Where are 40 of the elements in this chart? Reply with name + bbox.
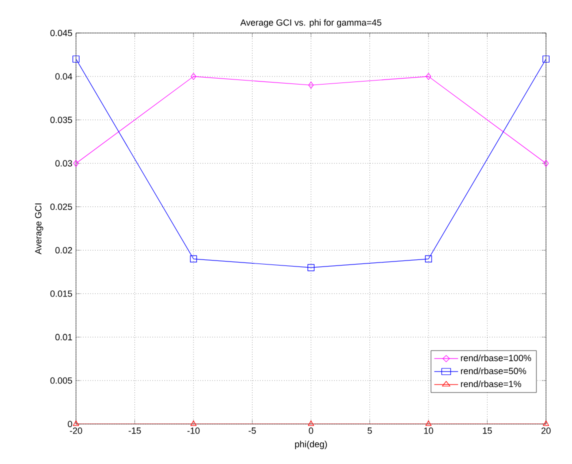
legend-label: rend/rbase=1% (460, 380, 522, 388)
point (190, 420, 197, 426)
x-tick-label: 10 (424, 428, 434, 434)
x-tick-label: -20 (70, 428, 82, 434)
y-tick-label: 0.03 (55, 160, 72, 167)
point (542, 420, 550, 426)
point (72, 56, 80, 63)
point (543, 160, 549, 167)
legend-label: rend/rbase=50% (460, 368, 526, 374)
y-tick-label: 0.01 (55, 334, 72, 340)
point (308, 82, 314, 89)
y-tick-label: 0.005 (50, 377, 72, 384)
x-tick-label: -15 (128, 428, 141, 434)
point (425, 255, 432, 262)
x-tick-label: 15 (482, 428, 492, 434)
x-tick-label: 20 (541, 428, 551, 434)
y-axis-title: Average GCI (35, 203, 44, 254)
x-tick-label: -10 (187, 428, 200, 434)
chart-title: Average GCI vs. phi for gamma=45 (240, 19, 382, 28)
point (190, 72, 196, 80)
y-tick-label: 0.02 (55, 247, 72, 254)
point (425, 420, 432, 426)
point (542, 56, 550, 63)
y-tick-label: 0.025 (50, 204, 72, 210)
point (308, 264, 314, 272)
y-tick-label: 0.045 (50, 30, 72, 36)
point (308, 420, 314, 426)
y-tick-label: 0.035 (50, 116, 72, 124)
x-tick-label: -5 (248, 428, 256, 434)
y-tick-label: 0 (68, 420, 72, 428)
x-axis-title: phi(deg) (295, 440, 327, 450)
y-tick-label: 0.015 (50, 290, 72, 297)
x-tick-label: 5 (368, 428, 372, 434)
legend-label: rend/rbase=100% (460, 354, 532, 362)
point (72, 420, 80, 426)
point (73, 160, 79, 167)
point (190, 255, 197, 262)
y-tick-label: 0.04 (55, 73, 72, 80)
point (426, 72, 432, 80)
x-tick-label: 0 (308, 428, 314, 434)
